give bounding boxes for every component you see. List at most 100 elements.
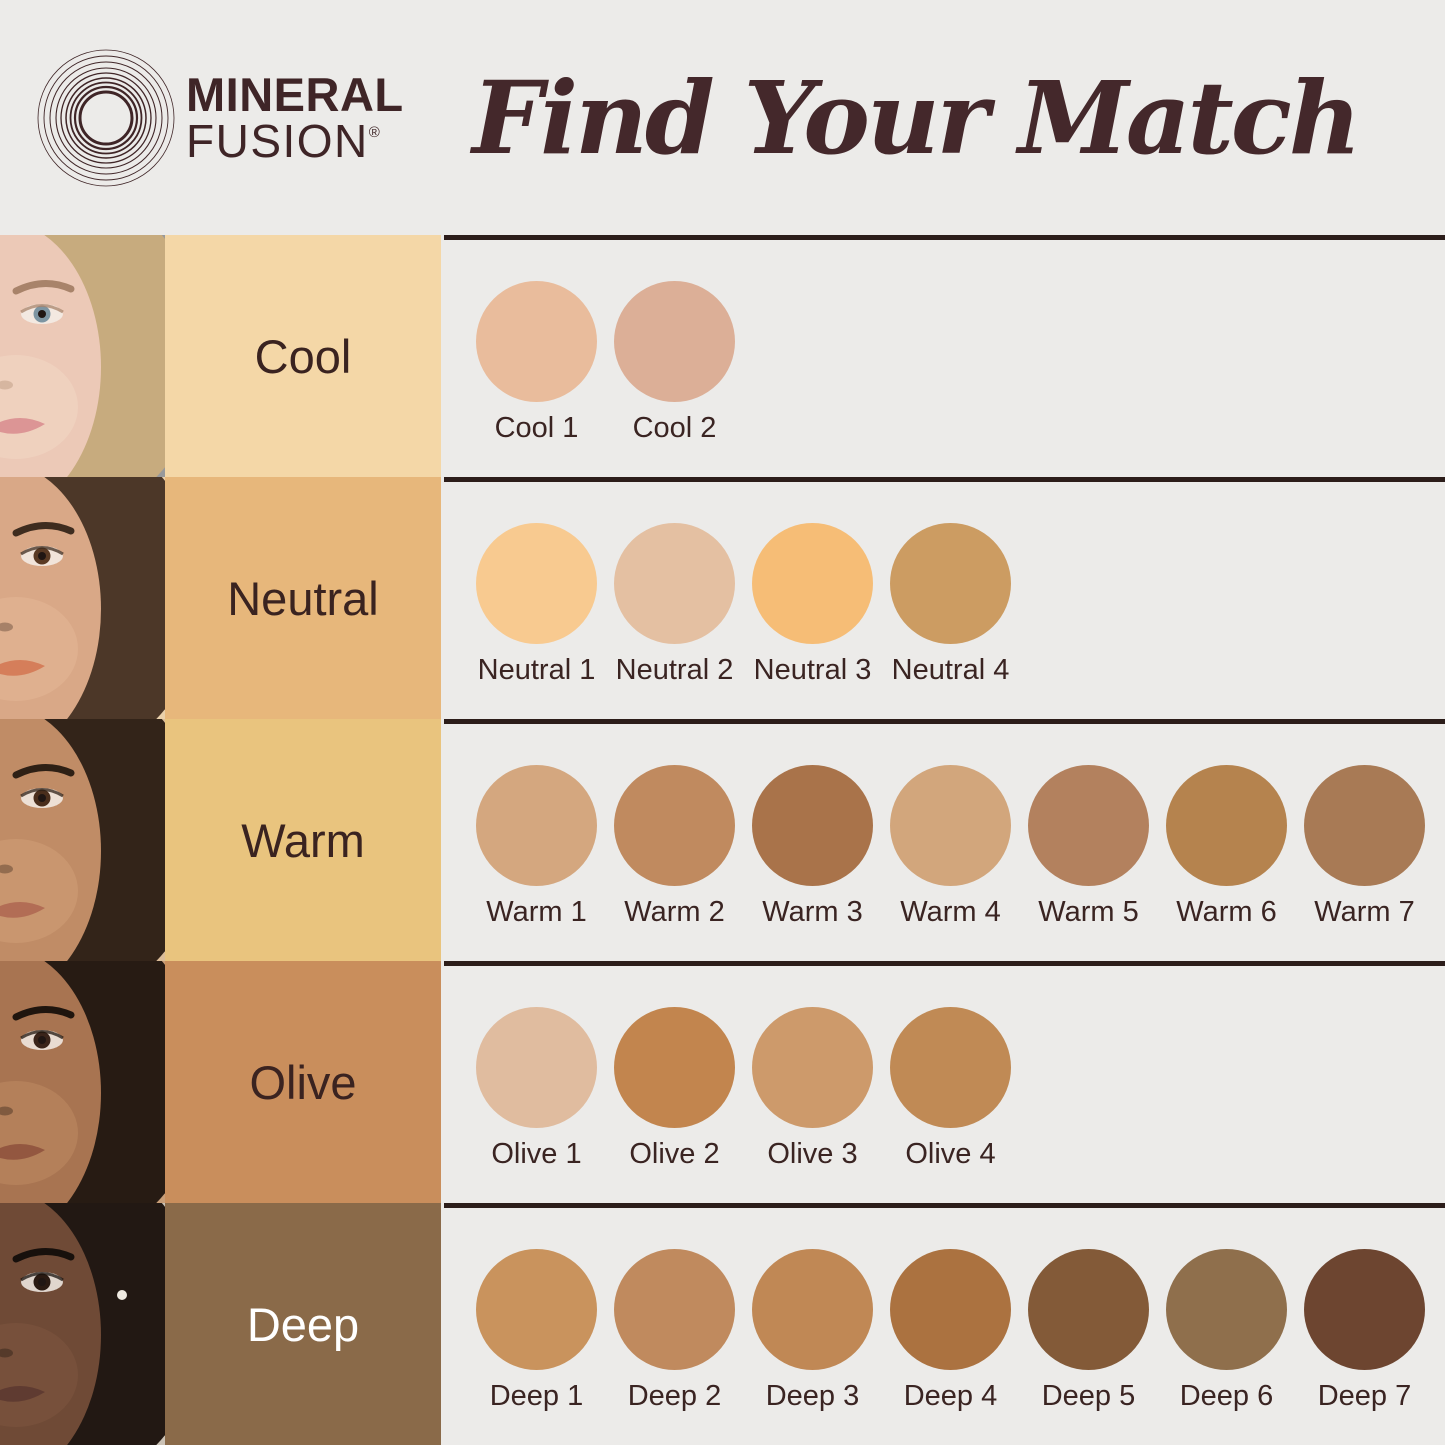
shade-name: Cool 1 — [494, 411, 579, 444]
shade-name: Warm 1 — [486, 895, 587, 928]
shade-family-label: Warm — [241, 813, 365, 867]
shade-dot — [1028, 1248, 1149, 1370]
swatch-olive-3: Olive 3 — [752, 1006, 873, 1171]
swatch-deep-5: Deep 5 — [1028, 1248, 1149, 1413]
model-face-illustration — [0, 1203, 165, 1445]
swatch-area: Cool 1 Cool 2 — [444, 235, 1445, 477]
model-photo-neutral — [0, 477, 165, 719]
swatch-area: Olive 1 Olive 2 Olive 3 Olive 4 — [444, 961, 1445, 1203]
shade-row-olive: Olive Olive 1 Olive 2 Olive 3 Olive 4 — [0, 961, 1445, 1203]
shade-row-deep: Deep Deep 1 Deep 2 Deep 3 Deep 4 Deep 5 Deep … — [0, 1203, 1445, 1445]
registered-trademark-symbol: ® — [368, 124, 380, 141]
swatch-warm-7: Warm 7 — [1304, 764, 1425, 929]
shade-dot — [614, 1006, 735, 1128]
brand-wordmark-line2: FUSION® — [186, 115, 380, 167]
shade-family-block-cool: Cool — [165, 235, 441, 477]
shade-dot — [1028, 764, 1149, 886]
header: MINERAL FUSION® Find Your Match — [0, 0, 1445, 235]
swatch-olive-4: Olive 4 — [890, 1006, 1011, 1171]
swatch-warm-6: Warm 6 — [1166, 764, 1287, 929]
shade-name: Olive 2 — [629, 1137, 720, 1170]
swatch-warm-2: Warm 2 — [614, 764, 735, 929]
swatch-warm-1: Warm 1 — [476, 764, 597, 929]
shade-dot — [614, 280, 735, 402]
shade-name: Olive 4 — [905, 1137, 996, 1170]
swatch-deep-1: Deep 1 — [476, 1248, 597, 1413]
model-face-illustration — [0, 719, 165, 961]
shade-name: Deep 4 — [903, 1379, 998, 1412]
page-title: Find Your Match — [472, 58, 1361, 177]
shade-row-neutral: Neutral Neutral 1 Neutral 2 Neutral 3 Neutr… — [0, 477, 1445, 719]
shade-name: Neutral 3 — [753, 653, 872, 686]
swatch-warm-3: Warm 3 — [752, 764, 873, 929]
shade-family-label: Cool — [254, 329, 352, 383]
brand-wordmark-line1: MINERAL — [186, 68, 404, 121]
shade-dot — [476, 1006, 597, 1128]
shade-name: Warm 7 — [1314, 895, 1415, 928]
swatch-neutral-2: Neutral 2 — [614, 522, 735, 687]
shade-dot — [1304, 764, 1425, 886]
shade-name: Neutral 1 — [477, 653, 596, 686]
swatch-cool-2: Cool 2 — [614, 280, 735, 445]
shade-family-block-warm: Warm — [165, 719, 441, 961]
swatch-neutral-1: Neutral 1 — [476, 522, 597, 687]
shade-name: Deep 6 — [1179, 1379, 1274, 1412]
swatch-area: Warm 1 Warm 2 Warm 3 Warm 4 Warm 5 Warm 6 Warm… — [444, 719, 1445, 961]
shade-name: Deep 5 — [1041, 1379, 1136, 1412]
shade-dot — [1166, 764, 1287, 886]
shade-name: Warm 6 — [1176, 895, 1277, 928]
shade-family-label: Olive — [249, 1055, 357, 1109]
model-face-illustration — [0, 235, 165, 477]
shade-name: Deep 3 — [765, 1379, 860, 1412]
shade-dot — [1304, 1248, 1425, 1370]
swatch-olive-1: Olive 1 — [476, 1006, 597, 1171]
shade-dot — [890, 1248, 1011, 1370]
shade-name: Deep 7 — [1317, 1379, 1412, 1412]
shade-name: Olive 3 — [767, 1137, 858, 1170]
shade-name: Warm 5 — [1038, 895, 1139, 928]
shade-name: Deep 2 — [627, 1379, 722, 1412]
shade-dot — [476, 764, 597, 886]
shade-dot — [614, 764, 735, 886]
swatch-warm-4: Warm 4 — [890, 764, 1011, 929]
model-photo-deep — [0, 1203, 165, 1445]
swatch-deep-4: Deep 4 — [890, 1248, 1011, 1413]
model-photo-olive — [0, 961, 165, 1203]
shade-family-block-neutral: Neutral — [165, 477, 441, 719]
shade-dot — [614, 522, 735, 644]
shade-family-block-olive: Olive — [165, 961, 441, 1203]
shade-dot — [614, 1248, 735, 1370]
shade-name: Neutral 2 — [615, 653, 734, 686]
swatch-deep-3: Deep 3 — [752, 1248, 873, 1413]
shade-dot — [1166, 1248, 1287, 1370]
shade-name: Cool 2 — [632, 411, 717, 444]
mineral-fusion-logo-icon — [37, 49, 175, 186]
swatch-area: Neutral 1 Neutral 2 Neutral 3 Neutral 4 — [444, 477, 1445, 719]
model-photo-warm — [0, 719, 165, 961]
swatch-deep-7: Deep 7 — [1304, 1248, 1425, 1413]
model-face-illustration — [0, 961, 165, 1203]
brand: MINERAL FUSION® — [36, 48, 404, 188]
shade-name: Warm 2 — [624, 895, 725, 928]
shade-name: Warm 3 — [762, 895, 863, 928]
brand-wordmark: MINERAL FUSION® — [186, 71, 404, 164]
swatch-deep-2: Deep 2 — [614, 1248, 735, 1413]
shade-name: Olive 1 — [491, 1137, 582, 1170]
shade-dot — [752, 1248, 873, 1370]
shade-dot — [890, 1006, 1011, 1128]
shade-dot — [476, 280, 597, 402]
swatch-olive-2: Olive 2 — [614, 1006, 735, 1171]
model-photo-cool — [0, 235, 165, 477]
shade-family-label: Deep — [246, 1297, 360, 1351]
shade-row-warm: Warm Warm 1 Warm 2 Warm 3 Warm 4 Warm 5 Warm … — [0, 719, 1445, 961]
shade-dot — [752, 522, 873, 644]
swatch-cool-1: Cool 1 — [476, 280, 597, 445]
shade-dot — [752, 764, 873, 886]
shade-dot — [476, 1248, 597, 1370]
swatch-neutral-4: Neutral 4 — [890, 522, 1011, 687]
shade-dot — [752, 1006, 873, 1128]
shade-chart: Cool Cool 1 Cool 2 Neutral Neutral 1 Neutr… — [0, 235, 1445, 1445]
swatch-deep-6: Deep 6 — [1166, 1248, 1287, 1413]
shade-name: Warm 4 — [900, 895, 1001, 928]
